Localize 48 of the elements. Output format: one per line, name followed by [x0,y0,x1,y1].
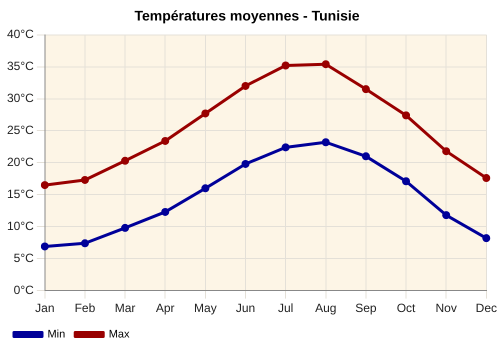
point [161,208,170,216]
y-tick-label: 20°C [7,155,34,170]
point [482,174,490,182]
point [40,181,49,190]
point [442,211,450,220]
point [80,239,89,248]
y-tick-label: 25°C [7,123,34,138]
point [362,152,370,160]
point [121,224,130,232]
x-tick-label: Nov [436,301,457,316]
x-tick-label: Dec [476,301,497,316]
point [161,136,170,145]
x-tick-label: Feb [74,301,96,316]
point [362,85,370,94]
y-tick-label: 0°C [14,282,34,297]
x-tick-label: Jul [278,301,294,316]
x-tick-label: Apr [156,301,175,316]
point [282,61,290,70]
x-tick-label: Mar [114,301,136,316]
point [322,138,330,146]
point [402,177,410,186]
point [80,176,89,184]
point [201,184,210,192]
y-tick-label: 40°C [7,27,34,42]
point [201,109,210,118]
point [242,160,250,168]
y-tick-label: 5°C [14,250,34,265]
x-tick-label: Aug [315,301,336,316]
legend-label: Min [48,328,66,341]
point [442,147,450,156]
y-tick-label: 35°C [7,59,34,74]
point [322,60,330,68]
x-tick-label: Jan [35,301,54,316]
x-tick-label: Oct [396,301,416,316]
point [242,82,250,90]
point [121,156,130,165]
x-tick-label: May [194,301,217,316]
x-tick-label: Sep [355,301,377,316]
point [282,143,290,152]
y-tick-label: 10°C [7,218,34,233]
chart-title: Températures moyennes - Tunisie [134,7,360,24]
legend-label: Max [108,328,130,341]
x-tick-label: Jun [236,301,256,316]
y-tick-label: 15°C [7,186,34,201]
y-tick-label: 30°C [7,91,34,106]
point [402,111,410,120]
point [482,234,490,242]
point [40,242,49,250]
